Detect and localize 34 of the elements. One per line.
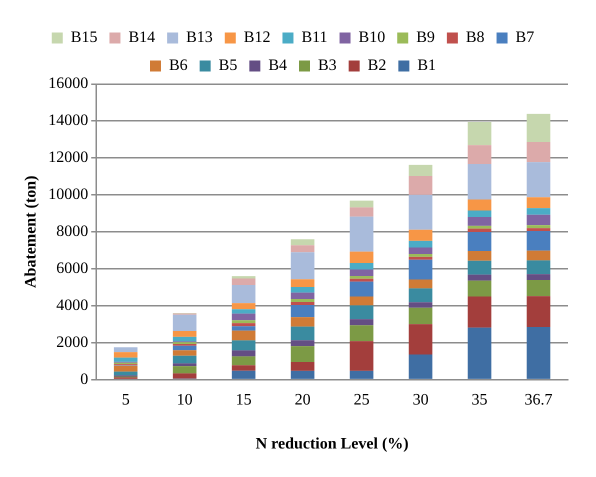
legend-label: B7 — [516, 29, 534, 46]
legend-label: B4 — [268, 57, 287, 74]
x-tick-label: 36.7 — [524, 391, 553, 408]
legend-label: B13 — [186, 29, 213, 46]
x-tick-label: 30 — [412, 391, 429, 408]
legend-label: B8 — [466, 29, 485, 46]
x-tick-label: 20 — [294, 391, 311, 408]
legend-label: B6 — [168, 57, 188, 74]
legend-label: B2 — [368, 57, 386, 74]
y-tick-label: 4000 — [56, 296, 88, 314]
x-tick-label: 10 — [176, 391, 193, 408]
legend-label: B10 — [358, 29, 386, 46]
x-tick-label: 15 — [236, 391, 252, 408]
y-tick-label: 10000 — [48, 186, 88, 204]
y-tick-label: 16000 — [48, 75, 88, 92]
legend-label: B11 — [301, 29, 328, 46]
y-tick-label: 8000 — [56, 223, 88, 240]
x-tick-label: 5 — [122, 391, 130, 408]
legend-label: B9 — [416, 29, 435, 46]
x-tick-label: 35 — [472, 391, 488, 408]
legend-label: B14 — [128, 29, 156, 46]
y-tick-label: 6000 — [56, 260, 88, 277]
x-tick-label: 25 — [354, 391, 370, 408]
x-axis-title: N reduction Level (%) — [256, 436, 409, 453]
y-tick-label: 2000 — [56, 334, 88, 351]
y-tick-label: 0 — [80, 370, 88, 388]
legend-label: B15 — [70, 29, 98, 46]
y-axis-title: Abatement (ton) — [22, 176, 40, 288]
y-tick-label: 14000 — [48, 112, 88, 130]
legend-label: B3 — [318, 57, 337, 74]
legend-label: B12 — [244, 29, 270, 46]
legend-label: B1 — [417, 57, 436, 74]
y-tick-label: 12000 — [48, 149, 88, 166]
legend-label: B5 — [218, 57, 238, 74]
